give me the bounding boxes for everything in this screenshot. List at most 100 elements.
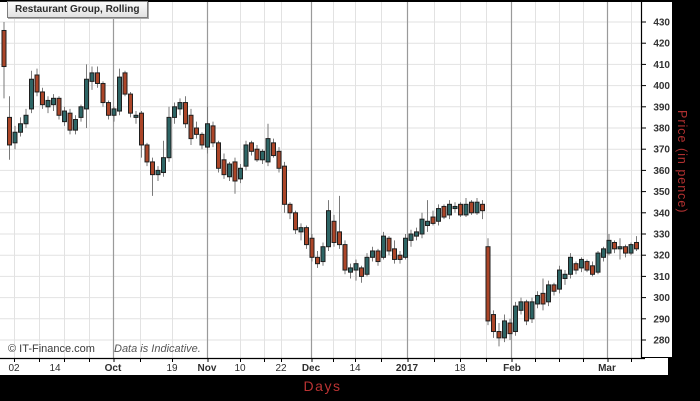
candle-down (485, 246, 491, 322)
candle-up (78, 106, 84, 118)
candle-down (304, 227, 309, 246)
candle-up (370, 250, 375, 258)
candle-down (540, 292, 546, 305)
y-tick-label: 320 (653, 251, 670, 262)
y-tick-label: 430 (653, 18, 670, 29)
candle-up (227, 163, 232, 178)
candle-down (309, 237, 315, 258)
candle-down (331, 220, 337, 243)
x-axis-title: Days (303, 378, 342, 394)
y-tick-label: 380 (653, 124, 670, 135)
candle-up (463, 203, 469, 216)
candle-up (205, 123, 210, 148)
candle-up (381, 235, 386, 258)
x-tick-label: Oct (105, 363, 122, 374)
candle-up (529, 301, 535, 320)
candle-down (1, 29, 7, 68)
candle-down (359, 267, 364, 277)
candle-up (518, 301, 524, 311)
x-tick-label: Nov (198, 363, 217, 374)
y-tick-label: 390 (653, 102, 670, 113)
y-tick-label: 300 (653, 293, 670, 304)
candle-up (579, 258, 584, 269)
candle-down (34, 74, 40, 93)
candle-down (507, 322, 513, 335)
candle-up (606, 239, 612, 254)
candle-up (155, 169, 161, 176)
plot-area (0, 2, 641, 358)
candle-down (458, 203, 463, 216)
x-tick-label: 10 (234, 363, 246, 374)
candle-down (551, 284, 557, 292)
candle-up (414, 231, 419, 237)
x-tick-label: 14 (49, 363, 61, 374)
candle-down (7, 116, 12, 146)
candle-up (177, 102, 183, 110)
candle-up (73, 119, 78, 131)
x-tick-label: 18 (454, 363, 466, 374)
candle-down (524, 301, 529, 322)
candle-up (84, 78, 89, 110)
candle-up (111, 108, 117, 116)
candle-down (392, 248, 397, 260)
x-tick-label: 2017 (396, 363, 419, 374)
candle-up (348, 267, 353, 273)
candle-down (430, 216, 436, 224)
copyright-watermark: © IT-Finance.com (8, 343, 95, 355)
candle-down (496, 331, 502, 339)
candle-up (601, 248, 606, 258)
candle-down (67, 112, 73, 131)
candle-up (12, 131, 18, 144)
candle-down (210, 125, 216, 144)
candle-down (122, 72, 128, 95)
candle-down (106, 102, 111, 116)
y-axis-strip (641, 2, 672, 357)
candle-up (243, 144, 249, 167)
candle-up (568, 256, 573, 275)
y-tick-label: 410 (653, 60, 670, 71)
candle-up (408, 233, 414, 241)
candle-down (441, 205, 447, 218)
candle-up (546, 284, 551, 303)
x-tick-label: 22 (275, 363, 287, 374)
candle-down (144, 144, 150, 163)
candle-down (386, 237, 392, 252)
candle-up (238, 167, 243, 180)
candle-up (62, 110, 67, 123)
candle-down (183, 102, 188, 125)
candle-down (95, 72, 100, 84)
candle-up (166, 116, 172, 159)
candle-up (436, 208, 441, 222)
x-tick-label: 14 (349, 363, 361, 374)
y-tick-label: 340 (653, 208, 670, 219)
candle-down (293, 212, 298, 231)
candle-up (172, 106, 177, 118)
candle-up (18, 123, 23, 133)
candle-down (56, 97, 62, 116)
candle-down (612, 241, 617, 250)
candle-up (364, 256, 370, 275)
candle-down (634, 241, 639, 250)
x-tick-label: Feb (503, 363, 521, 374)
candle-down (337, 231, 342, 246)
y-tick-label: 290 (653, 314, 670, 325)
candle-down (40, 91, 45, 106)
candle-down (150, 161, 155, 176)
candle-down (342, 244, 348, 271)
candle-up (260, 150, 265, 161)
candle-up (45, 99, 51, 108)
candle-up (513, 305, 518, 333)
candle-down (491, 314, 496, 333)
candle-down (315, 256, 320, 265)
candle-down (282, 165, 287, 205)
candle-up (265, 138, 271, 163)
x-tick-label: 19 (166, 363, 178, 374)
candle-down (584, 261, 590, 271)
candle-down (249, 142, 254, 152)
instrument-title-box[interactable]: Restaurant Group, Rolling (7, 1, 149, 18)
y-tick-label: 360 (653, 166, 670, 177)
candle-up (51, 97, 56, 106)
candle-up (562, 273, 568, 280)
candle-down (254, 148, 260, 161)
